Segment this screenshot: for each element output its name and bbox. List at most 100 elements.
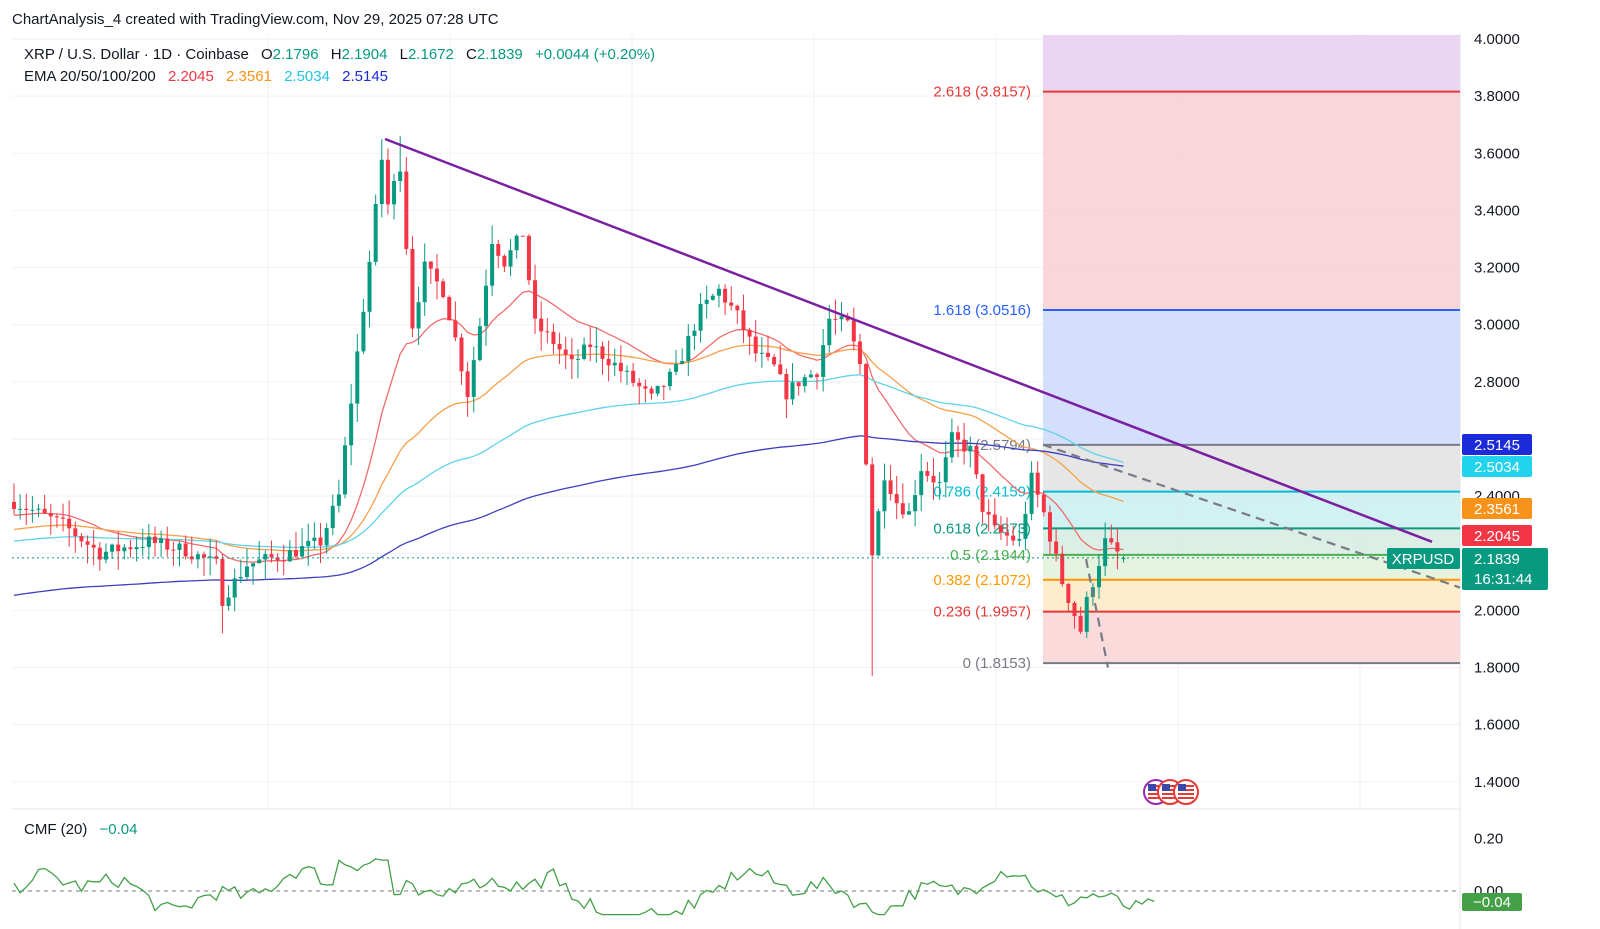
candle xyxy=(410,235,415,338)
chart-credit: ChartAnalysis_4 created with TradingView… xyxy=(12,11,499,28)
candle xyxy=(18,494,23,520)
candle-body xyxy=(631,370,636,383)
candle xyxy=(1023,501,1028,550)
candle-body xyxy=(373,204,378,262)
event-flags[interactable] xyxy=(1143,779,1199,805)
candle xyxy=(992,498,997,530)
descending-trendline xyxy=(384,137,1433,543)
candle xyxy=(919,453,924,512)
candle-body xyxy=(477,326,482,361)
candle-body xyxy=(379,159,384,205)
candle-body xyxy=(1011,535,1016,541)
candle-body xyxy=(1023,513,1028,539)
candle xyxy=(428,261,433,284)
candle-body xyxy=(122,547,127,552)
candle-body xyxy=(735,305,740,311)
candle-body xyxy=(251,563,256,567)
candle xyxy=(526,234,531,285)
candle-body xyxy=(563,349,568,355)
candle xyxy=(882,463,887,529)
candle-body xyxy=(91,544,96,548)
candle-body xyxy=(949,432,954,458)
dashed-trendline xyxy=(1084,558,1110,668)
candle xyxy=(582,337,587,361)
candle xyxy=(851,307,856,351)
candle-body xyxy=(514,235,519,251)
candle xyxy=(575,349,580,379)
candle-body xyxy=(888,480,893,495)
flag-stripe xyxy=(1178,793,1194,795)
candle xyxy=(257,541,262,564)
candle-body xyxy=(306,540,311,547)
cmf-label: CMF (20) xyxy=(24,821,88,838)
cmf-legend[interactable]: CMF (20) −0.04 xyxy=(24,821,137,838)
candle-body xyxy=(116,544,121,552)
fib-level-label: 1.618 (3.0516) xyxy=(933,302,1031,319)
candle-body xyxy=(349,403,354,446)
candle-body xyxy=(189,556,194,560)
candle-body xyxy=(618,362,623,372)
candle xyxy=(422,243,427,316)
candle xyxy=(704,285,709,319)
candle xyxy=(355,333,360,422)
price-axis[interactable]: 4.0000 3.8000 3.6000 3.4000 3.2000 3.0000 2.80… xyxy=(1474,31,1520,791)
candle-body xyxy=(674,364,679,372)
fibonacci-extension: 2.618 (3.8157)1.618 (3.0516)1 (2.5794)0.… xyxy=(933,35,1460,672)
candle xyxy=(244,548,249,580)
symbol-legend[interactable]: XRP / U.S. Dollar · 1D · Coinbase O2.179… xyxy=(24,46,655,63)
ema-price-badge xyxy=(1462,498,1532,519)
candle-body xyxy=(1121,557,1126,560)
ema-legend[interactable]: EMA 20/50/100/200 2.2045 2.3561 2.5034 2… xyxy=(24,68,388,85)
candle-body xyxy=(177,543,182,550)
candle-body xyxy=(36,508,41,510)
candle xyxy=(447,295,452,321)
flag-stripe xyxy=(1162,797,1178,799)
candle xyxy=(1060,545,1065,587)
candle xyxy=(496,239,501,268)
candle xyxy=(900,483,905,519)
candle-body xyxy=(208,556,213,558)
candle-body xyxy=(710,295,715,300)
candle-body xyxy=(392,181,397,205)
ema-lines xyxy=(13,290,1124,596)
candle-body xyxy=(24,508,29,510)
candle xyxy=(269,540,274,563)
candle-body xyxy=(894,494,899,504)
candle xyxy=(116,531,121,570)
candle xyxy=(618,345,623,383)
candle xyxy=(612,348,617,377)
price-tick-label: 3.6000 xyxy=(1474,145,1520,162)
candle xyxy=(134,536,139,562)
candle-body xyxy=(986,511,991,515)
candle-body xyxy=(447,297,452,321)
candle xyxy=(827,304,832,353)
fib-level-label: 0.382 (2.1072) xyxy=(933,572,1031,589)
candle-body xyxy=(962,439,967,452)
ema-line xyxy=(13,435,1124,596)
candle xyxy=(772,353,777,367)
candle xyxy=(906,502,911,516)
flag-canton xyxy=(1148,784,1156,791)
candle-body xyxy=(42,508,47,514)
candle xyxy=(533,264,538,334)
us-flag-icon[interactable] xyxy=(1173,779,1199,805)
candle xyxy=(287,540,292,562)
candle-body xyxy=(851,320,856,342)
candle xyxy=(343,436,348,499)
candle xyxy=(275,553,280,572)
candle xyxy=(152,526,157,557)
candle xyxy=(146,523,151,560)
fib-zone xyxy=(1043,444,1460,492)
candle-body xyxy=(128,547,133,550)
candle xyxy=(1109,524,1114,545)
candle-body xyxy=(692,330,697,336)
candle-body xyxy=(741,310,746,330)
cmf-value: −0.04 xyxy=(99,821,138,838)
candle-body xyxy=(416,302,421,329)
candle xyxy=(796,381,801,396)
candle-body xyxy=(103,551,108,560)
candle-body xyxy=(643,386,648,389)
ema-price-badge-text: 2.5145 xyxy=(1474,437,1520,454)
candle xyxy=(490,225,495,296)
